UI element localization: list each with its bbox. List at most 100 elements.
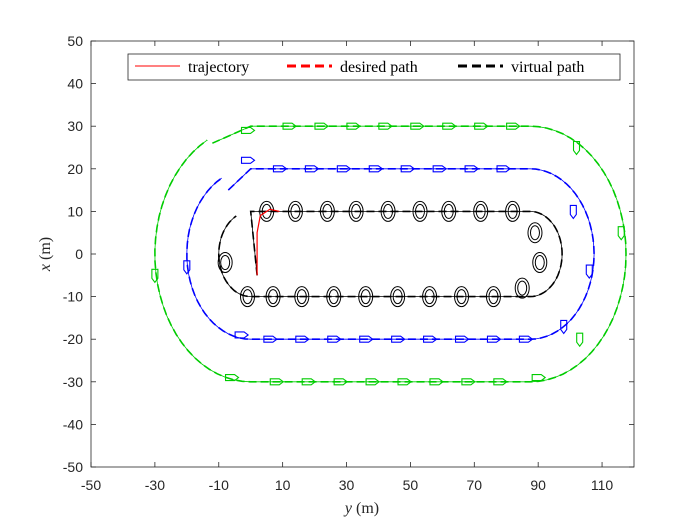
boat-marker — [518, 335, 534, 343]
trajectory-start-segment — [256, 208, 280, 276]
agent-marker — [383, 203, 394, 219]
boat-marker — [359, 335, 374, 343]
agent-marker — [454, 286, 470, 308]
agent-marker — [351, 203, 362, 219]
boat-marker — [576, 332, 584, 348]
boat-marker — [454, 335, 470, 343]
boat-marker — [461, 378, 476, 386]
agent-marker — [443, 203, 454, 219]
boat-marker — [397, 378, 412, 386]
agent-marker — [456, 289, 467, 305]
boat-marker — [333, 378, 349, 386]
agent-marker — [475, 203, 486, 219]
agent-marker — [473, 200, 489, 222]
agent-marker — [240, 286, 256, 308]
agent-marker — [268, 289, 279, 305]
x-tick-label: 90 — [530, 477, 546, 493]
agent-marker — [517, 280, 528, 296]
y-tick-label: 20 — [67, 161, 83, 177]
boat-marker — [327, 335, 342, 343]
agent-marker — [485, 286, 501, 308]
legend-label-virtual-path: virtual path — [511, 59, 584, 76]
boat-marker — [282, 122, 297, 130]
x-tick-label: 10 — [275, 477, 291, 493]
boat-marker — [464, 165, 480, 173]
agent-marker — [242, 289, 253, 305]
boat-marker — [391, 335, 406, 343]
agent-marker — [290, 203, 301, 219]
x-axis-label: y (m) — [343, 500, 379, 517]
x-tick-label: 50 — [403, 477, 419, 493]
boat-marker — [263, 335, 278, 343]
boat-marker — [365, 378, 380, 386]
agent-marker — [220, 255, 231, 271]
agent-marker — [380, 200, 396, 222]
boat-marker — [572, 140, 581, 156]
agent-marker — [322, 203, 333, 219]
y-tick-label: 30 — [67, 118, 83, 134]
agent-marker — [390, 286, 406, 308]
boat-marker — [234, 331, 250, 339]
boat-marker — [569, 204, 577, 220]
series-layer — [154, 125, 627, 383]
x-tick-label: -50 — [81, 477, 101, 493]
boat-marker — [400, 165, 416, 173]
y-tick-label: -20 — [63, 331, 83, 347]
y-tick-label: -30 — [63, 374, 83, 390]
boat-marker — [585, 264, 593, 279]
legend-box — [127, 53, 621, 81]
agent-marker — [422, 286, 438, 308]
boat-marker — [410, 122, 425, 130]
agent-marker — [259, 200, 275, 222]
agent-marker — [319, 200, 335, 222]
legend: trajectory desired path virtual path — [127, 53, 621, 81]
boat-marker — [314, 122, 329, 130]
boat-marker — [183, 260, 191, 275]
y-tick-label: 10 — [67, 203, 83, 219]
boat-marker — [240, 156, 256, 164]
agent-marker — [532, 252, 548, 274]
agent-marker — [358, 286, 374, 308]
agent-marker — [527, 222, 543, 244]
agent-marker — [424, 289, 435, 305]
trajectory-series-2 — [154, 125, 627, 383]
boat-marker — [423, 335, 438, 343]
boat-marker — [617, 226, 625, 241]
legend-label-trajectory: trajectory — [188, 59, 249, 76]
agent-marker — [328, 289, 339, 305]
agent-marker — [414, 203, 425, 219]
agent-marker — [287, 200, 303, 222]
agent-marker — [505, 200, 521, 222]
y-tick-label: -50 — [63, 459, 83, 475]
agent-marker — [326, 286, 342, 308]
agent-marker — [534, 255, 545, 271]
boat-marker — [346, 122, 361, 130]
boat-marker — [301, 378, 317, 386]
agent-marker — [488, 289, 499, 305]
boat-marker — [304, 165, 320, 173]
boat-marker — [272, 165, 288, 173]
agent-marker — [412, 200, 428, 222]
boat-marker — [432, 165, 448, 173]
boat-marker — [442, 122, 457, 130]
agent-marker — [441, 200, 457, 222]
agent-marker — [507, 203, 518, 219]
boat-marker — [240, 126, 256, 135]
agent-marker — [217, 252, 233, 274]
boat-marker — [269, 378, 285, 386]
plot-area — [91, 41, 634, 467]
x-tick-label: 30 — [339, 477, 355, 493]
boat-marker — [429, 378, 444, 386]
boat-marker — [368, 165, 384, 173]
agent-marker — [360, 289, 371, 305]
boat-marker — [378, 122, 393, 130]
x-tick-label: -30 — [145, 477, 165, 493]
y-tick-label: -40 — [63, 416, 83, 432]
boat-marker — [560, 319, 568, 335]
agent-marker — [529, 225, 540, 241]
y-tick-label: -10 — [63, 289, 83, 305]
boat-marker — [474, 122, 489, 130]
agent-marker — [514, 277, 530, 299]
boat-marker — [496, 165, 511, 173]
